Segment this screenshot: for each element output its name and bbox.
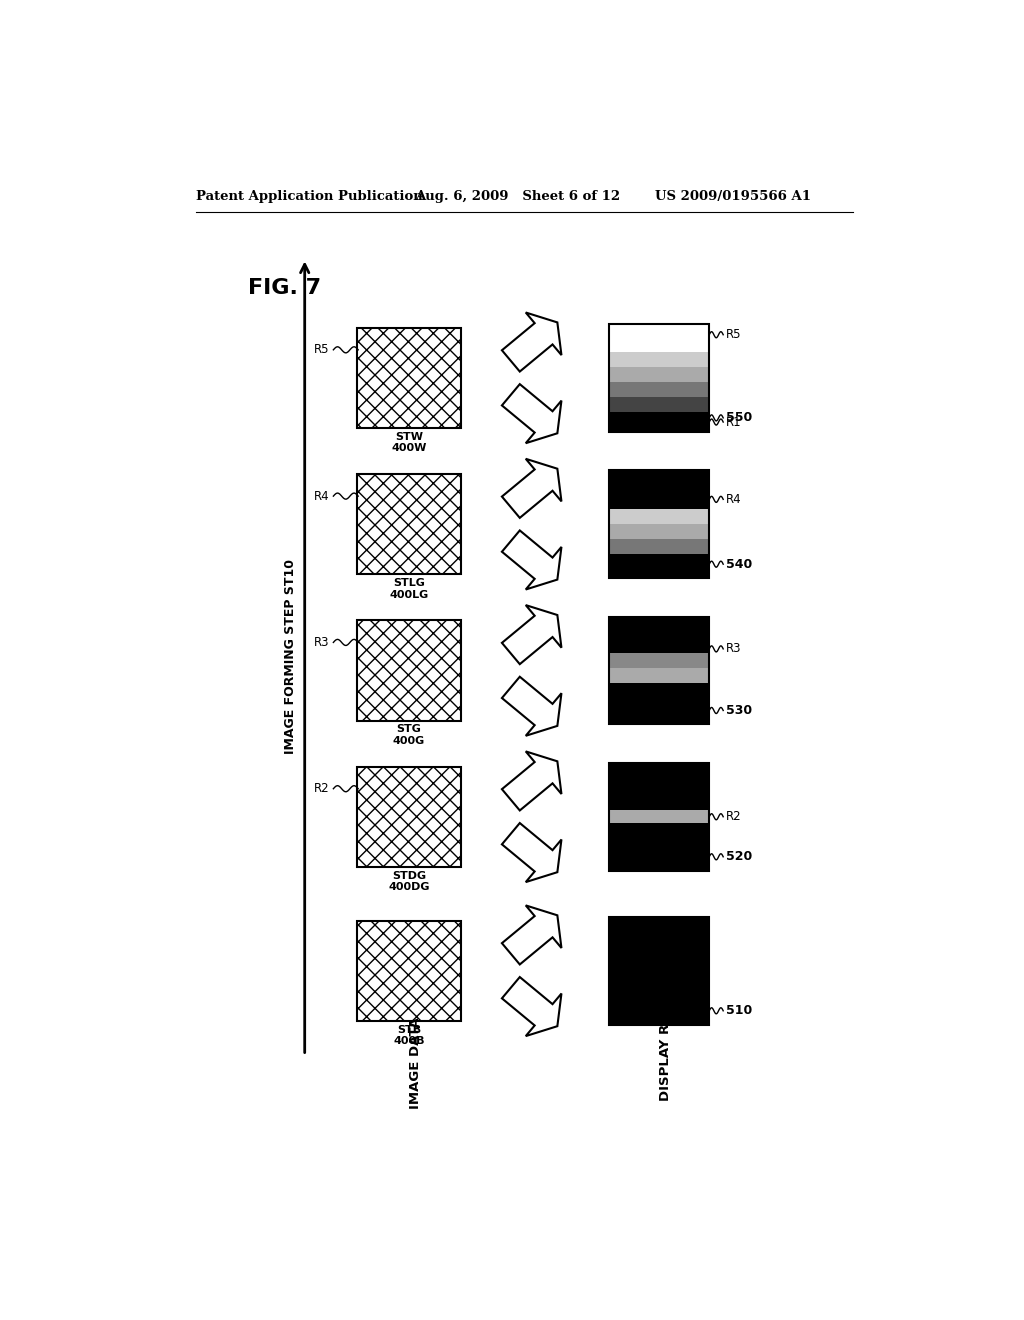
Bar — [356, 327, 461, 428]
Bar — [608, 616, 710, 725]
Text: R2: R2 — [314, 783, 330, 795]
Text: STW
400W: STW 400W — [391, 432, 427, 453]
Polygon shape — [502, 605, 561, 664]
Text: STB
400B: STB 400B — [393, 1024, 425, 1047]
Text: R2: R2 — [726, 810, 742, 824]
Bar — [608, 383, 710, 397]
Text: R4: R4 — [726, 492, 742, 506]
Text: STDG
400DG: STDG 400DG — [388, 871, 430, 892]
Polygon shape — [502, 677, 561, 735]
Text: R4: R4 — [314, 490, 330, 503]
Text: US 2009/0195566 A1: US 2009/0195566 A1 — [655, 190, 811, 203]
Text: STLG
400LG: STLG 400LG — [389, 578, 429, 599]
Bar — [608, 554, 710, 578]
Bar — [608, 352, 710, 367]
Bar — [356, 620, 461, 721]
Polygon shape — [502, 459, 561, 517]
Text: Patent Application Publication: Patent Application Publication — [197, 190, 423, 203]
Bar — [608, 763, 710, 871]
Bar — [608, 397, 710, 412]
Bar — [608, 540, 710, 554]
Text: IMAGE DATA: IMAGE DATA — [409, 1018, 422, 1109]
Bar — [608, 367, 710, 383]
Polygon shape — [502, 977, 561, 1036]
Bar — [608, 653, 710, 668]
Text: 550: 550 — [726, 412, 753, 425]
Polygon shape — [502, 313, 561, 371]
Text: DISPLAY RESULT: DISPLAY RESULT — [658, 979, 672, 1101]
Polygon shape — [502, 531, 561, 590]
Text: 530: 530 — [726, 704, 753, 717]
Bar — [608, 763, 710, 810]
Text: R3: R3 — [314, 636, 330, 649]
Polygon shape — [502, 384, 561, 444]
Text: 520: 520 — [726, 850, 753, 863]
Bar — [608, 810, 710, 824]
Bar — [356, 767, 461, 867]
Bar — [608, 470, 710, 510]
Polygon shape — [502, 751, 561, 810]
Bar — [608, 917, 710, 1024]
Bar — [608, 824, 710, 871]
Bar — [608, 323, 710, 432]
Text: Aug. 6, 2009   Sheet 6 of 12: Aug. 6, 2009 Sheet 6 of 12 — [415, 190, 620, 203]
Polygon shape — [502, 906, 561, 965]
Text: R5: R5 — [726, 329, 741, 342]
Bar — [608, 668, 710, 684]
Text: R1: R1 — [726, 416, 742, 429]
Bar — [608, 684, 710, 725]
Bar — [356, 474, 461, 574]
Text: R5: R5 — [314, 343, 330, 356]
Polygon shape — [502, 824, 561, 882]
Text: FIG. 7: FIG. 7 — [248, 277, 322, 298]
Bar — [608, 323, 710, 352]
Bar — [608, 510, 710, 524]
Bar — [356, 921, 461, 1020]
Text: IMAGE FORMING STEP ST10: IMAGE FORMING STEP ST10 — [285, 560, 297, 755]
Bar — [608, 616, 710, 653]
Bar — [608, 917, 710, 1024]
Bar — [608, 524, 710, 540]
Text: 540: 540 — [726, 557, 753, 570]
Text: R3: R3 — [726, 643, 741, 656]
Text: 510: 510 — [726, 1005, 753, 1018]
Bar — [608, 412, 710, 432]
Text: STG
400G: STG 400G — [393, 725, 425, 746]
Bar — [608, 470, 710, 578]
